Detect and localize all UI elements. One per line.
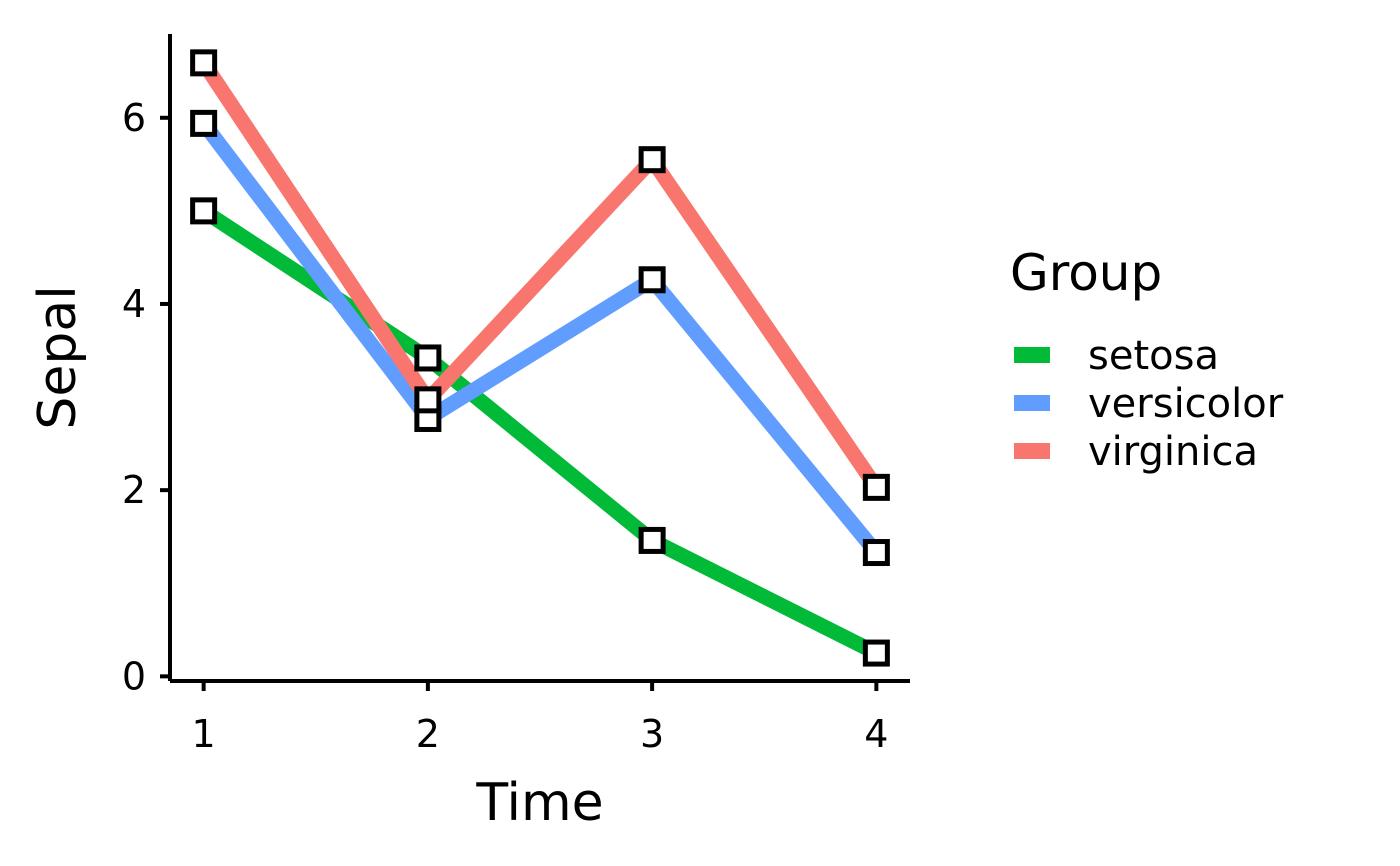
data-point-virginica xyxy=(414,386,442,414)
data-point-setosa xyxy=(190,197,218,225)
plot-area xyxy=(190,49,890,667)
x-tick-label: 1 xyxy=(192,712,216,756)
legend-label-setosa: setosa xyxy=(1088,333,1219,379)
y-tick-label: 2 xyxy=(122,468,146,512)
legend-title: Group xyxy=(1010,244,1162,302)
x-tick-label: 2 xyxy=(416,712,440,756)
data-point-setosa xyxy=(638,526,666,554)
legend-key-virginica xyxy=(1014,443,1050,459)
data-point-versicolor xyxy=(862,539,890,567)
legend-label-versicolor: versicolor xyxy=(1088,381,1284,427)
series-lines xyxy=(197,58,883,660)
series-line-virginica xyxy=(197,58,883,492)
x-tick-label: 3 xyxy=(640,712,664,756)
data-point-setosa xyxy=(862,639,890,667)
data-point-versicolor xyxy=(190,109,218,137)
legend-key-versicolor xyxy=(1014,395,1050,411)
y-tick-label: 4 xyxy=(122,282,146,326)
data-point-setosa xyxy=(414,344,442,372)
series-markers xyxy=(190,49,890,667)
y-tick-label: 6 xyxy=(122,96,146,140)
x-ticks: 1 2 3 4 xyxy=(192,681,888,756)
x-axis-title: Time xyxy=(475,773,603,833)
series-line-versicolor xyxy=(197,118,883,558)
data-point-virginica xyxy=(862,473,890,501)
legend-key-setosa xyxy=(1014,347,1050,363)
data-point-virginica xyxy=(638,146,666,174)
series-line-setosa xyxy=(199,204,880,660)
y-tick-label: 0 xyxy=(122,654,146,698)
axes: 0 2 4 6 1 2 3 4 xyxy=(122,34,910,756)
legend-label-virginica: virginica xyxy=(1088,429,1258,475)
x-tick-label: 4 xyxy=(864,712,888,756)
data-point-versicolor xyxy=(638,266,666,294)
data-point-virginica xyxy=(190,49,218,77)
y-axis-title: Sepal xyxy=(28,285,88,429)
y-ticks: 0 2 4 6 xyxy=(122,96,170,698)
